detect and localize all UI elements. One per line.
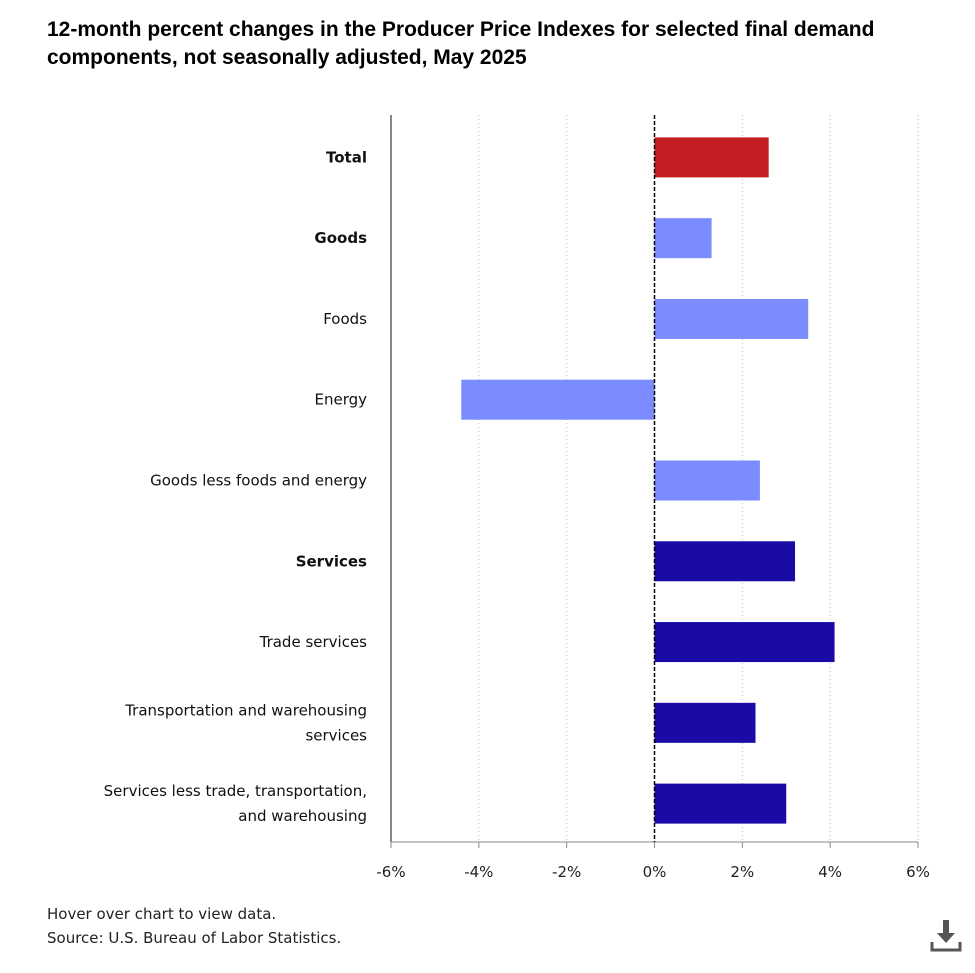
bar-services xyxy=(654,541,796,582)
category-label: Total xyxy=(326,148,367,166)
bar-goods xyxy=(654,218,712,259)
category-label-line: Goods xyxy=(314,229,367,247)
chart-title: 12-month percent changes in the Producer… xyxy=(47,18,875,69)
bar-trade-services xyxy=(654,622,835,663)
download-button[interactable] xyxy=(930,918,962,952)
bar-chart[interactable]: -6% -4% -2% 0% 2% 4% 6% Total Goods Foods Energy Go… xyxy=(0,0,975,900)
category-label: Goods less foods and energy xyxy=(150,472,367,490)
category-label-line: and warehousing xyxy=(238,807,367,825)
category-label: Foods xyxy=(323,310,367,328)
x-tick-label: -6% xyxy=(376,863,405,881)
category-label-line: Goods less foods and energy xyxy=(150,472,367,490)
bar-goods-less-foods-and-energy xyxy=(654,460,760,501)
x-tick-label: 6% xyxy=(906,863,930,881)
category-label-line: Services xyxy=(296,552,367,570)
category-label: Services less trade, transportation, and … xyxy=(104,782,367,825)
x-tick-label: 4% xyxy=(818,863,842,881)
category-label-line: Transportation and warehousing xyxy=(124,701,367,719)
bar-transportation-and-warehousing-services xyxy=(654,702,756,743)
category-label-line: Energy xyxy=(314,391,367,409)
category-label-line: Foods xyxy=(323,310,367,328)
category-label: Goods xyxy=(314,229,367,247)
category-label-line: Total xyxy=(326,148,367,166)
x-tick-label: 2% xyxy=(730,863,754,881)
category-label-line: Trade services xyxy=(259,633,368,651)
download-icon xyxy=(930,920,962,952)
x-tick-label: -4% xyxy=(464,863,493,881)
x-tick-label: -2% xyxy=(552,863,581,881)
x-tick-label: 0% xyxy=(643,863,667,881)
source-note: Source: U.S. Bureau of Labor Statistics. xyxy=(47,929,342,947)
bar-foods xyxy=(654,298,809,339)
category-label-line: services xyxy=(305,726,367,744)
hover-hint: Hover over chart to view data. xyxy=(47,905,277,923)
category-label: Services xyxy=(296,552,367,570)
category-label-line: Services less trade, transportation, xyxy=(104,782,367,800)
bar-total xyxy=(654,137,769,178)
category-label: Trade services xyxy=(259,633,368,651)
bar-energy xyxy=(461,379,655,420)
bar-services-less-trade-transportation-and-warehousing xyxy=(654,783,787,824)
category-label: Energy xyxy=(314,391,367,409)
category-label: Transportation and warehousing services xyxy=(124,701,367,744)
